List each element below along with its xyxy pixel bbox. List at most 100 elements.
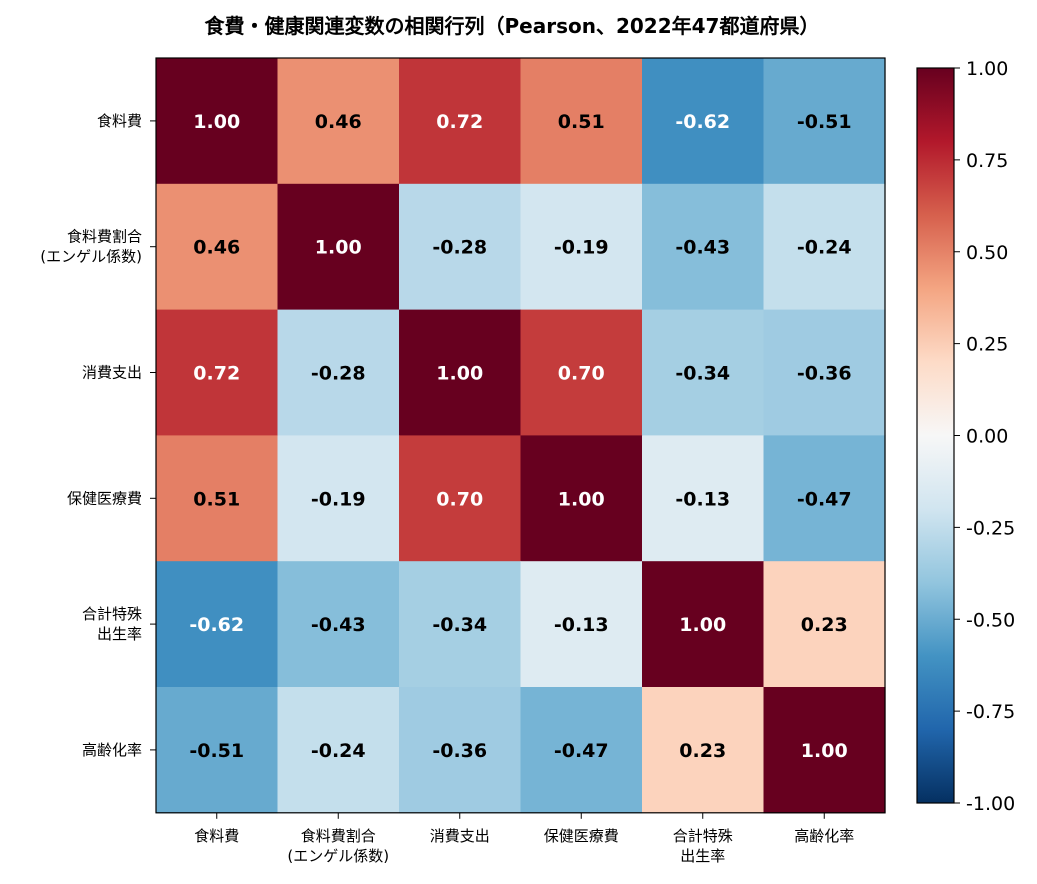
- cell-value-label: -0.51: [189, 740, 244, 762]
- cell-value-label: -0.13: [554, 614, 609, 636]
- cell-value-label: 0.23: [801, 614, 848, 636]
- row-label: 高齢化率: [82, 741, 142, 759]
- heatmap-cells: [156, 58, 886, 814]
- heatmap-cell-1-4: [642, 183, 765, 311]
- column-label: 合計特殊: [673, 827, 733, 845]
- column-label: 食料費割合: [301, 827, 376, 845]
- cell-value-label: 0.51: [558, 111, 605, 133]
- cell-value-label: -0.62: [189, 614, 244, 636]
- colorbar-tick-label: -1.00: [966, 793, 1015, 815]
- cell-value-label: 0.46: [193, 237, 240, 259]
- heatmap-cell-5-4: [642, 687, 765, 814]
- row-label: (エンゲル係数): [40, 248, 142, 266]
- heatmap-cell-0-5: [763, 58, 886, 185]
- colorbar-tick-label: 1.00: [966, 58, 1008, 80]
- cell-value-label: 1.00: [315, 237, 362, 259]
- cell-value-label: 0.51: [193, 488, 240, 510]
- heatmap-cell-2-4: [642, 309, 765, 436]
- cell-value-label: 0.70: [436, 488, 483, 510]
- row-label: 食料費割合: [67, 228, 142, 246]
- row-label: 合計特殊: [82, 605, 142, 623]
- colorbar-tick-label: 0.25: [966, 334, 1008, 356]
- cell-value-label: 0.23: [679, 740, 726, 762]
- heatmap-cell-5-5: [763, 687, 886, 814]
- cell-value-label: -0.24: [797, 237, 852, 259]
- colorbar-tick-label: 0.50: [966, 242, 1008, 264]
- heatmap-cell-5-2: [399, 687, 522, 814]
- cell-value-label: 0.70: [558, 363, 605, 385]
- cell-value-label: -0.24: [311, 740, 366, 762]
- heatmap-cell-5-1: [277, 687, 400, 814]
- heatmap-cell-3-5: [763, 435, 886, 562]
- row-label: 保健医療費: [67, 489, 142, 507]
- cell-value-label: -0.43: [675, 237, 730, 259]
- heatmap-value-labels: 1.00 0.46 0.72 0.51 -0.62 -0.51 0.46 1.00 -0.28 -…: [189, 111, 851, 762]
- cell-value-label: 1.00: [679, 614, 726, 636]
- heatmap-cell-4-3: [520, 561, 643, 688]
- heatmap-cell-2-2: [399, 309, 522, 436]
- heatmap-cell-4-1: [277, 561, 400, 688]
- heatmap-cell-3-3: [520, 435, 643, 562]
- cell-value-label: 0.72: [436, 111, 483, 133]
- cell-value-label: -0.28: [432, 237, 487, 259]
- cell-value-label: -0.28: [311, 363, 366, 385]
- heatmap-cell-5-0: [156, 687, 279, 814]
- heatmap-cell-0-0: [156, 58, 279, 185]
- colorbar: [917, 68, 954, 803]
- cell-value-label: -0.34: [675, 363, 730, 385]
- heatmap-cell-3-1: [277, 435, 400, 562]
- cell-value-label: -0.43: [311, 614, 366, 636]
- column-label: 高齢化率: [794, 827, 854, 845]
- heatmap-cell-0-3: [520, 58, 643, 185]
- heatmap-cell-2-1: [277, 309, 400, 436]
- cell-value-label: -0.19: [554, 237, 609, 259]
- cell-value-label: -0.47: [554, 740, 609, 762]
- heatmap-cell-5-3: [520, 687, 643, 814]
- heatmap-cell-1-5: [763, 183, 886, 311]
- heatmap-cell-4-2: [399, 561, 522, 688]
- heatmap-cell-3-0: [156, 435, 279, 562]
- column-label: 出生率: [680, 847, 725, 865]
- cell-value-label: 0.46: [315, 111, 362, 133]
- heatmap-cell-4-4: [642, 561, 765, 688]
- colorbar-tick-label: -0.25: [966, 517, 1015, 539]
- column-label: (エンゲル係数): [287, 847, 389, 865]
- row-label: 出生率: [97, 625, 142, 643]
- colorbar-ticks: 1.00 0.75 0.50 0.25 0.00 -0.25 -0.50 -0.75 -1.00: [954, 58, 1015, 815]
- cell-value-label: 1.00: [193, 111, 240, 133]
- heatmap-cell-4-0: [156, 561, 279, 688]
- cell-value-label: 0.72: [193, 363, 240, 385]
- heatmap-frame: [155, 57, 886, 814]
- heatmap-cell-1-3: [520, 183, 643, 311]
- cell-value-label: 1.00: [436, 363, 483, 385]
- row-label: 消費支出: [82, 364, 142, 382]
- cell-value-label: -0.19: [311, 488, 366, 510]
- cell-value-label: -0.47: [797, 488, 852, 510]
- heatmap-cell-3-2: [399, 435, 522, 562]
- cell-value-label: -0.51: [797, 111, 852, 133]
- column-label: 食料費: [194, 827, 239, 845]
- row-label: 食料費: [97, 112, 142, 130]
- heatmap-cell-1-0: [156, 183, 279, 311]
- heatmap-cell-0-2: [399, 58, 522, 185]
- cell-value-label: 1.00: [801, 740, 848, 762]
- colorbar-tick-label: 0.00: [966, 426, 1008, 448]
- cell-value-label: 1.00: [558, 488, 605, 510]
- heatmap-cell-1-2: [399, 183, 522, 311]
- column-label: 消費支出: [430, 827, 490, 845]
- colorbar-tick-label: 0.75: [966, 150, 1008, 172]
- heatmap-cell-3-4: [642, 435, 765, 562]
- cell-value-label: -0.62: [675, 111, 730, 133]
- cell-value-label: -0.13: [675, 488, 730, 510]
- heatmap-cell-2-0: [156, 309, 279, 436]
- heatmap-cell-4-5: [763, 561, 886, 688]
- heatmap-cell-0-4: [642, 58, 765, 185]
- heatmap-cell-2-5: [763, 309, 886, 436]
- heatmap-cell-2-3: [520, 309, 643, 436]
- cell-value-label: -0.36: [432, 740, 487, 762]
- colorbar-tick-label: -0.50: [966, 609, 1015, 631]
- cell-value-label: -0.36: [797, 363, 852, 385]
